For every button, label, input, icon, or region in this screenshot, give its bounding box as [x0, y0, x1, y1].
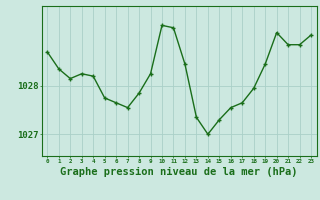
X-axis label: Graphe pression niveau de la mer (hPa): Graphe pression niveau de la mer (hPa)	[60, 167, 298, 177]
